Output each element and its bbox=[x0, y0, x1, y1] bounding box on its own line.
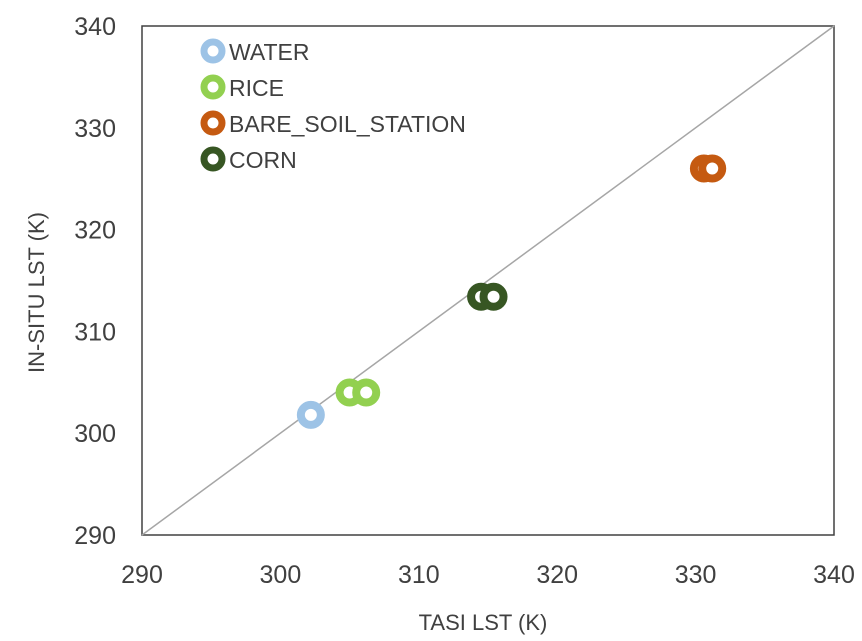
legend-label-water: WATER bbox=[229, 39, 310, 65]
legend-marker-bare-soil-station bbox=[200, 110, 226, 136]
data-point-bare-soil-station bbox=[698, 154, 727, 183]
y-tick-label: 320 bbox=[74, 217, 116, 245]
legend-marker-corn bbox=[200, 146, 226, 172]
y-axis-title: IN-SITU LST (K) bbox=[24, 212, 49, 373]
legend-marker-rice bbox=[200, 74, 226, 100]
legend-marker-water bbox=[200, 38, 226, 64]
x-tick-label: 310 bbox=[398, 561, 440, 589]
reference-line-1to1 bbox=[141, 25, 835, 536]
data-point-water bbox=[296, 400, 325, 429]
legend-label-rice: RICE bbox=[229, 75, 284, 101]
plot-area-border bbox=[141, 25, 835, 536]
y-tick-label: 300 bbox=[74, 420, 116, 448]
legend-label-bare-soil-station: BARE_SOIL_STATION bbox=[229, 111, 466, 137]
y-tick-label: 290 bbox=[74, 522, 116, 550]
x-tick-label: 300 bbox=[260, 561, 302, 589]
y-tick-label: 340 bbox=[74, 13, 116, 41]
x-tick-label: 340 bbox=[813, 561, 855, 589]
x-tick-label: 330 bbox=[675, 561, 717, 589]
x-tick-label: 290 bbox=[121, 561, 163, 589]
y-tick-label: 310 bbox=[74, 318, 116, 346]
x-axis-title: TASI LST (K) bbox=[419, 610, 548, 635]
legend-label-corn: CORN bbox=[229, 147, 297, 173]
data-point-rice bbox=[352, 378, 381, 407]
y-tick-label: 330 bbox=[74, 115, 116, 143]
x-tick-label: 320 bbox=[536, 561, 578, 589]
data-point-corn bbox=[479, 282, 508, 311]
